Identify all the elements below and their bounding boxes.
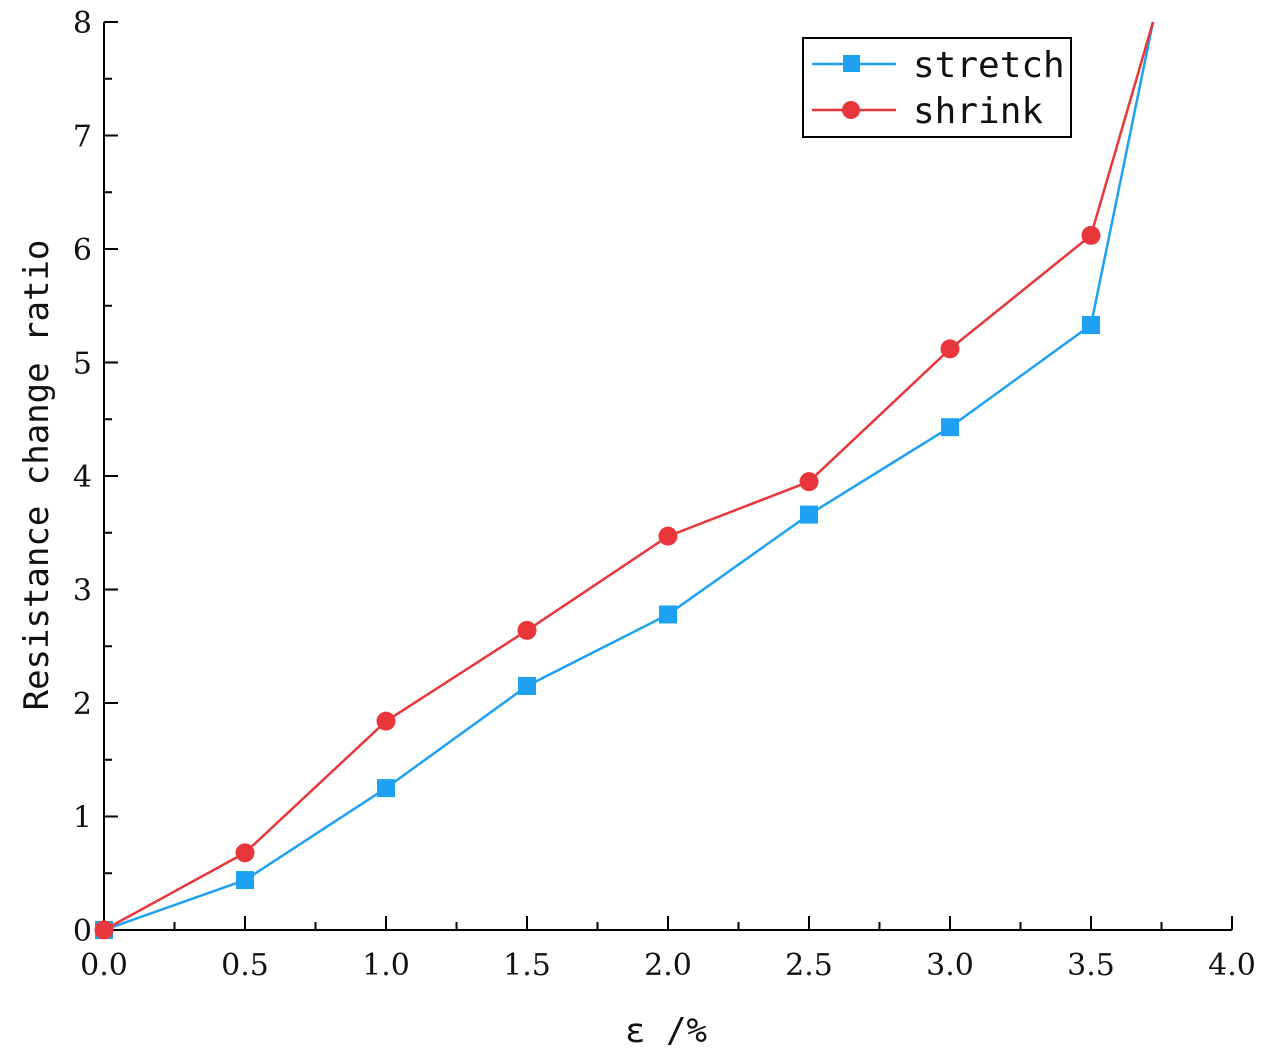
legend-label-stretch: stretch — [913, 45, 1065, 86]
data-point-shrink — [376, 711, 396, 731]
data-point-stretch — [377, 779, 395, 798]
series-stretch — [95, 21, 1155, 939]
data-point-shrink — [799, 472, 819, 492]
y-tick-label: 6 — [73, 233, 92, 268]
y-tick-label: 4 — [73, 460, 92, 495]
series-layer — [94, 21, 1155, 940]
axes — [103, 22, 1232, 931]
data-point-stretch — [941, 418, 959, 437]
x-tick-label: 2.5 — [785, 948, 833, 983]
x-tick-label: 3.0 — [926, 948, 974, 983]
data-point-stretch — [1082, 316, 1100, 335]
x-tick-label: 2.0 — [644, 948, 692, 983]
y-tick-label: 5 — [73, 347, 92, 382]
series-shrink — [94, 21, 1155, 940]
legend-label-shrink: shrink — [913, 91, 1043, 132]
data-point-shrink — [940, 339, 960, 359]
y-tick-label: 1 — [73, 801, 92, 836]
legend: stretch shrink — [802, 37, 1072, 138]
x-tick-label: 4.0 — [1208, 948, 1256, 983]
data-point-shrink — [517, 620, 537, 640]
data-point-shrink — [658, 526, 678, 546]
x-axis-title: ε /% — [625, 1011, 707, 1051]
series-line-stretch — [103, 21, 1155, 932]
data-point-stretch — [659, 605, 677, 624]
x-tick-label: 3.5 — [1067, 948, 1115, 983]
y-tick-label: 2 — [73, 687, 92, 722]
data-point-stretch — [800, 505, 818, 524]
data-point-shrink — [235, 843, 255, 863]
legend-marker-stretch — [843, 55, 860, 72]
series-line-shrink — [103, 21, 1155, 932]
y-tick-label: 7 — [73, 120, 92, 155]
data-point-stretch — [236, 871, 254, 890]
legend-box — [802, 37, 1072, 138]
x-tick-label: 1.0 — [362, 948, 410, 983]
x-tick-label: 0.5 — [221, 948, 269, 983]
y-tick-label: 0 — [73, 914, 92, 949]
legend-marker-shrink — [842, 101, 860, 119]
y-tick-label: 8 — [73, 6, 92, 41]
x-tick-label: 0.0 — [80, 948, 128, 983]
data-point-shrink — [94, 920, 114, 940]
ticks: 0.0 0.5 1.0 1.5 2.0 2.5 3.0 3.5 4.0 0 1 2 3 4 5 6 7 8 — [73, 6, 1256, 983]
x-tick-label: 1.5 — [503, 948, 551, 983]
data-point-stretch — [518, 676, 536, 695]
y-tick-label: 3 — [73, 574, 92, 609]
y-axis-title: Resistance change ratio — [17, 240, 57, 711]
data-point-shrink — [1081, 225, 1101, 245]
